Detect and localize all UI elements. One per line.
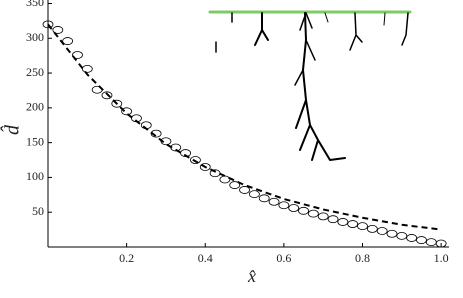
data-point — [239, 186, 250, 194]
data-point — [42, 20, 54, 29]
inset-image — [208, 10, 412, 161]
data-point — [258, 194, 270, 203]
y-tick-label: 300 — [26, 30, 44, 44]
data-point — [62, 37, 74, 45]
y-tick-label: 350 — [26, 0, 44, 9]
data-point — [386, 229, 398, 238]
data-point — [111, 99, 123, 108]
data-point — [72, 51, 83, 59]
data-point — [416, 236, 427, 244]
data-point — [101, 91, 113, 100]
data-point — [376, 227, 388, 235]
data-point — [278, 201, 290, 210]
data-point — [396, 231, 408, 240]
data-point — [199, 163, 211, 171]
y-tick-label: 150 — [26, 134, 44, 148]
data-point — [219, 175, 231, 184]
data-point — [307, 209, 319, 218]
fit-line — [47, 23, 442, 231]
x-tick-label: 0.4 — [198, 251, 213, 265]
x-tick-label: 1.0 — [434, 251, 449, 265]
data-point — [327, 215, 339, 224]
data-point — [121, 107, 133, 116]
x-tick-label: 0.2 — [119, 251, 134, 265]
data-point — [268, 197, 280, 206]
data-point — [425, 238, 437, 247]
data-point — [81, 64, 93, 73]
x-tick-label: 0.6 — [276, 251, 291, 265]
x-axis-label: x̂ — [247, 266, 256, 286]
data-point — [298, 206, 309, 215]
data-point — [337, 218, 349, 226]
y-tick-label: 200 — [26, 100, 44, 114]
data-point — [435, 239, 447, 248]
data-point — [347, 220, 359, 228]
data-point — [366, 225, 378, 233]
data-point — [52, 26, 64, 34]
data-point — [288, 204, 300, 212]
y-tick-label: 50 — [32, 204, 44, 218]
x-tick-label: 0.8 — [355, 251, 370, 265]
data-point — [190, 156, 201, 164]
y-tick-label: 100 — [26, 169, 44, 183]
data-point — [248, 190, 260, 199]
y-axis-label: d̂ — [0, 124, 24, 135]
data-point — [406, 234, 418, 242]
data-point — [357, 222, 368, 231]
y-tick-label: 250 — [26, 65, 44, 79]
data-point — [229, 181, 241, 189]
data-point — [317, 212, 329, 221]
